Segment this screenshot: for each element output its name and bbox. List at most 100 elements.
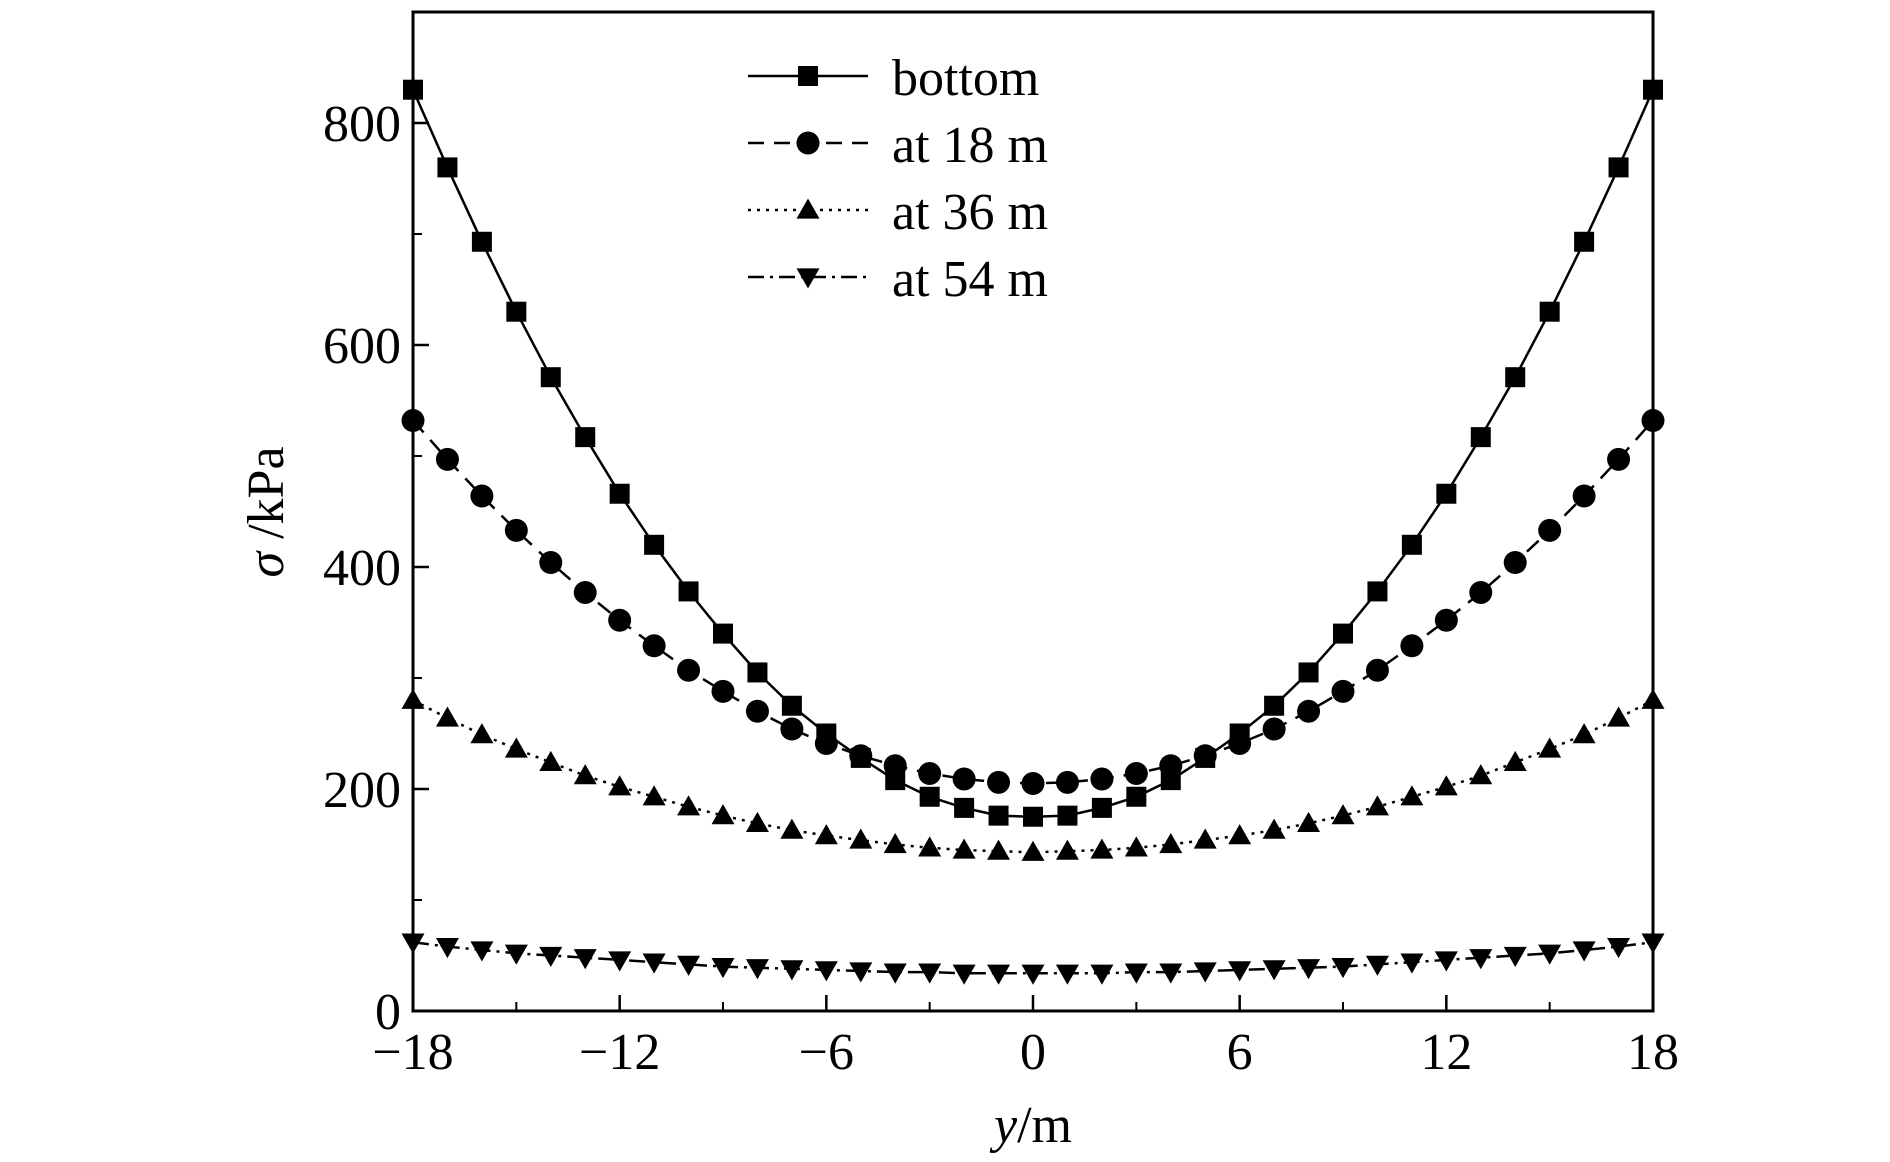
x-tick-label: 0 xyxy=(1020,1024,1046,1081)
legend: bottom at 18 m at 36 m at 54 m xyxy=(748,50,1048,308)
data-point xyxy=(1228,824,1252,845)
data-point xyxy=(1331,804,1355,825)
x-tick-label: −18 xyxy=(372,1024,453,1081)
data-point xyxy=(1297,811,1321,833)
data-point xyxy=(952,767,976,791)
legend-label: bottom xyxy=(892,50,1039,107)
legend-label: at 36 m xyxy=(892,184,1048,241)
series-line xyxy=(412,419,1654,785)
legend-label: at 54 m xyxy=(892,251,1048,308)
data-point xyxy=(711,679,735,703)
data-point xyxy=(987,770,1011,794)
legend-entry: at 54 m xyxy=(748,251,1048,308)
data-point xyxy=(504,518,528,542)
data-point xyxy=(573,581,597,605)
legend-entry: at 36 m xyxy=(748,184,1048,241)
data-point xyxy=(1124,761,1148,785)
data-point xyxy=(1193,828,1217,849)
data-point xyxy=(1469,949,1493,970)
data-point xyxy=(539,750,563,771)
data-point xyxy=(1503,551,1527,575)
data-point xyxy=(1365,658,1389,682)
data-point xyxy=(504,944,528,965)
data-point xyxy=(1262,818,1286,839)
data-point xyxy=(713,623,733,644)
data-point xyxy=(1193,744,1217,768)
data-point xyxy=(470,484,494,508)
data-point xyxy=(1607,447,1631,471)
data-point xyxy=(1436,483,1457,504)
data-point xyxy=(1023,806,1043,827)
data-point xyxy=(471,231,492,252)
data-point xyxy=(780,960,804,981)
data-point xyxy=(780,717,804,741)
y-tick-label: 800 xyxy=(323,96,401,153)
data-point xyxy=(1159,963,1183,984)
data-point xyxy=(1505,367,1526,388)
series-at-36-m xyxy=(401,688,1665,861)
data-point xyxy=(954,797,975,818)
data-point xyxy=(781,695,802,716)
data-point xyxy=(470,941,494,962)
data-point xyxy=(1367,581,1388,602)
data-point xyxy=(1264,695,1285,716)
series-at-18-m xyxy=(401,408,1665,795)
data-point xyxy=(608,775,632,796)
data-point xyxy=(1262,960,1286,981)
data-point xyxy=(642,785,666,806)
data-point xyxy=(435,447,459,471)
data-point xyxy=(1607,706,1631,727)
data-point xyxy=(642,634,666,658)
data-point xyxy=(506,301,527,322)
data-point xyxy=(1055,839,1079,860)
data-point xyxy=(1434,951,1458,972)
legend-label: at 18 m xyxy=(892,117,1048,174)
x-tick-label: 6 xyxy=(1227,1024,1253,1081)
data-point xyxy=(1400,785,1424,806)
data-point xyxy=(711,957,735,979)
data-point xyxy=(952,838,976,859)
data-point xyxy=(1574,231,1595,252)
y-axis-label: σ /kPa xyxy=(238,446,295,577)
data-point xyxy=(1607,937,1631,959)
data-point xyxy=(919,786,940,807)
data-point xyxy=(1538,518,1562,542)
data-point xyxy=(814,961,838,982)
x-tick-label: 18 xyxy=(1627,1024,1679,1081)
x-axis-unit: /m xyxy=(1017,1097,1072,1154)
y-tick-label: 600 xyxy=(323,318,401,375)
data-point xyxy=(609,483,630,504)
legend-entry: bottom xyxy=(748,50,1039,107)
data-point xyxy=(952,964,976,985)
data-point xyxy=(814,731,838,755)
data-point xyxy=(814,824,838,845)
data-point xyxy=(1470,427,1491,448)
data-point xyxy=(1538,737,1562,758)
data-point xyxy=(1159,754,1183,778)
data-point xyxy=(747,662,768,683)
data-point xyxy=(1538,944,1562,965)
data-point xyxy=(987,964,1011,985)
data-point xyxy=(1297,959,1321,980)
data-point xyxy=(1057,805,1078,826)
data-point xyxy=(573,764,597,785)
data-point xyxy=(1331,957,1355,979)
data-point xyxy=(437,157,458,178)
data-point xyxy=(745,699,769,723)
legend-marker xyxy=(796,198,820,219)
series-at-54-m xyxy=(401,933,1665,985)
legend-marker xyxy=(798,66,818,86)
data-point xyxy=(1090,838,1114,859)
data-point xyxy=(1469,581,1493,605)
data-point xyxy=(1572,941,1596,962)
data-point xyxy=(1400,634,1424,658)
data-point xyxy=(608,951,632,972)
data-point xyxy=(1503,750,1527,771)
data-point xyxy=(1228,731,1252,755)
data-point xyxy=(918,963,942,984)
data-point xyxy=(918,761,942,785)
data-point xyxy=(435,937,459,959)
data-point xyxy=(918,836,942,857)
x-tick-label: 12 xyxy=(1420,1024,1472,1081)
